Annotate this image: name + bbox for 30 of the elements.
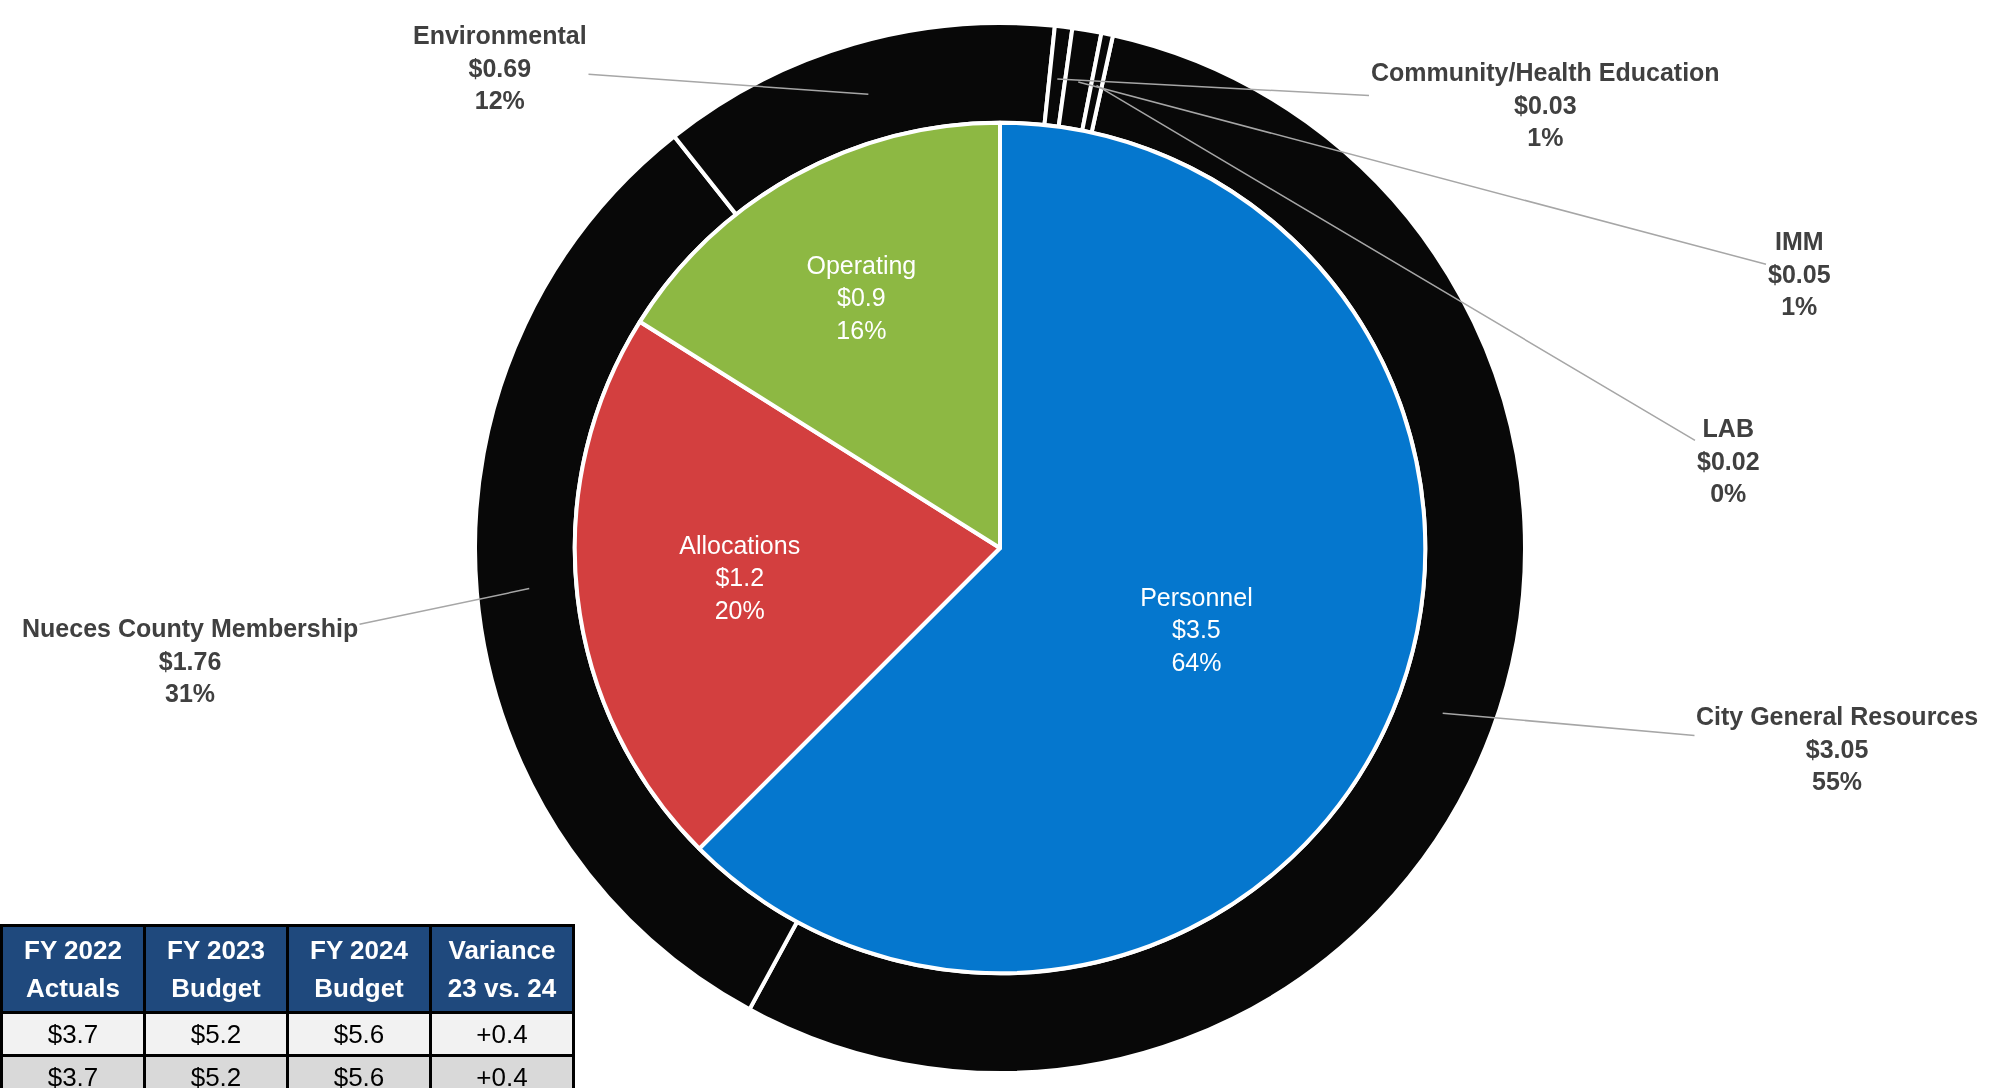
- slice-label: City General Resources: [1696, 702, 1979, 730]
- text: $3.7: [1, 1055, 145, 1088]
- slice-label: Community/Health Education: [1371, 58, 1720, 86]
- text: Variance 23 vs. 24: [430, 925, 574, 1013]
- data-label: $1.2 20%: [714, 563, 765, 624]
- data-label: $3.05 55%: [1805, 734, 1869, 795]
- text: +0.4: [430, 1055, 574, 1088]
- slice-label: Nueces County Membership: [22, 614, 359, 642]
- data-label: $3.5 64%: [1171, 615, 1222, 676]
- slice-label: Environmental: [413, 21, 587, 49]
- data-label: $0.9 16%: [836, 283, 887, 344]
- text: $5.6: [287, 1055, 431, 1088]
- text: $5.2: [144, 1012, 288, 1056]
- text: $3.7: [1, 1012, 145, 1056]
- text: $5.2: [144, 1055, 288, 1088]
- text: +0.4: [430, 1012, 574, 1056]
- slice-label: IMM: [1774, 227, 1824, 255]
- data-label: $0.03 1%: [1514, 90, 1577, 151]
- data-label: $0.05 1%: [1768, 259, 1831, 320]
- data-label: $0.69 12%: [468, 53, 532, 114]
- text: FY 2023 Budget: [144, 925, 288, 1013]
- data-label: $1.76 31%: [158, 646, 222, 707]
- slice-label: Operating: [806, 250, 917, 279]
- text: FY 2024 Budget: [287, 925, 431, 1013]
- data-label: $0.02 0%: [1697, 446, 1760, 507]
- text: FY 2022 Actuals: [1, 925, 145, 1013]
- slice-label: LAB: [1702, 414, 1754, 442]
- slice-label: Personnel: [1140, 582, 1253, 611]
- text: $5.6: [287, 1012, 431, 1056]
- slice-label: Allocations: [679, 530, 801, 559]
